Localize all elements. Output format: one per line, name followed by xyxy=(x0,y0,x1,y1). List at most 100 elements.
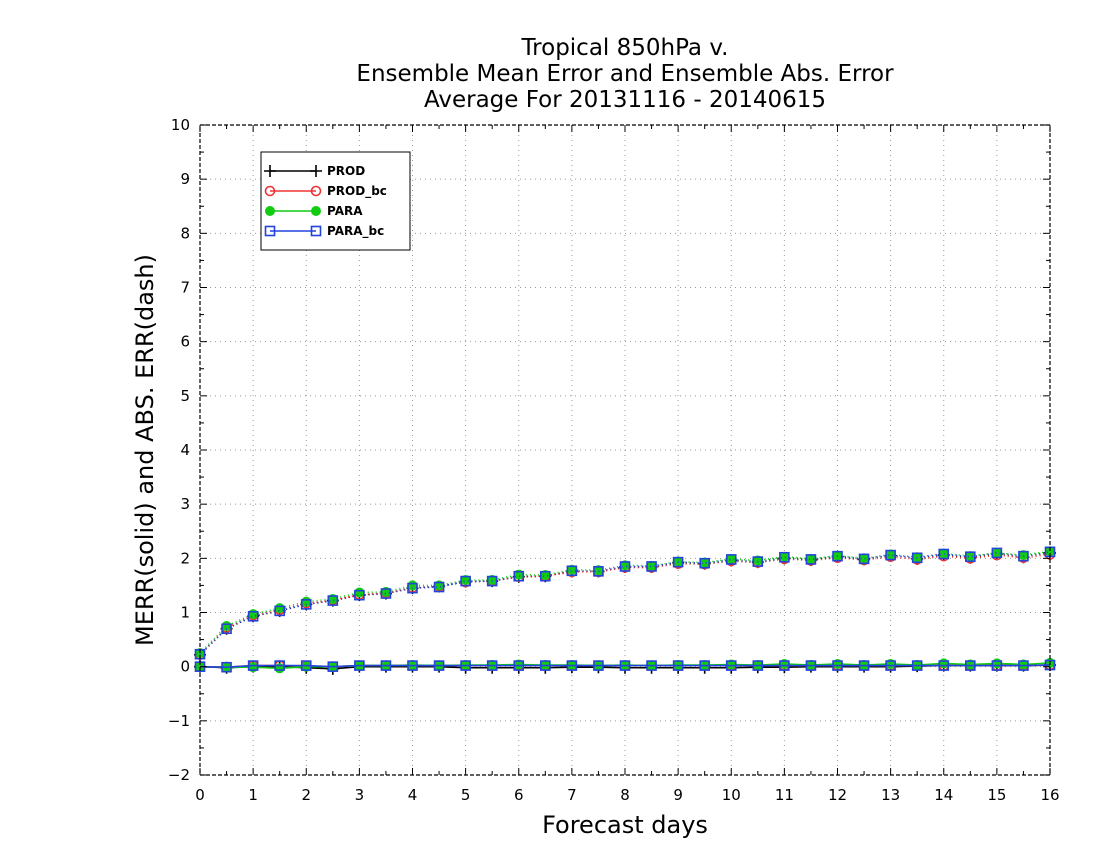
legend-swatch-marker xyxy=(311,206,321,216)
legend-label: PARA_bc xyxy=(327,224,384,239)
para-bc-abs-err-point xyxy=(832,550,843,562)
para-abs-err-point xyxy=(965,551,976,562)
para-abs-err-point xyxy=(248,609,259,620)
chart-title-line-2: Ensemble Mean Error and Ensemble Abs. Er… xyxy=(356,61,894,87)
para-bc-merr-point xyxy=(380,660,392,671)
grid-lines xyxy=(200,125,1050,775)
y-tick-label: 8 xyxy=(180,224,190,242)
para-bc-abs-err-point xyxy=(486,575,498,587)
para-bc-merr-point xyxy=(513,660,525,671)
para-bc-abs-err-point xyxy=(805,554,817,565)
x-tick-label: 6 xyxy=(514,786,524,804)
para-bc-abs-err-line xyxy=(199,551,1051,655)
chart-title-line-3: Average For 20131116 - 20140615 xyxy=(423,87,827,113)
para-bc-abs-err-point xyxy=(965,551,976,563)
para-bc-merr-point xyxy=(274,660,285,671)
x-tick-label: 10 xyxy=(722,786,741,804)
para-bc-abs-err-point xyxy=(752,556,764,567)
x-tick-label: 9 xyxy=(673,786,683,804)
para-bc-merr-point xyxy=(752,660,764,671)
x-tick-label: 15 xyxy=(987,786,1006,804)
para-bc-abs-err-point xyxy=(725,554,737,565)
para-bc-merr-point xyxy=(991,660,1003,671)
para-bc-merr-line xyxy=(199,664,1051,669)
para-bc-merr-point xyxy=(646,660,657,671)
para-bc-abs-err-point xyxy=(433,581,445,593)
para-bc-abs-err-point xyxy=(938,548,950,560)
para-bc-merr-point xyxy=(566,660,578,671)
para-bc-abs-err-point xyxy=(991,547,1003,559)
para-abs-err-point xyxy=(779,551,790,562)
para-bc-abs-err-point xyxy=(672,556,684,568)
y-tick-label: 2 xyxy=(180,549,190,567)
para-bc-merr-point xyxy=(938,660,950,671)
chart-title: Tropical 850hPa v. Ensemble Mean Error a… xyxy=(200,35,1050,113)
x-tick-label: 11 xyxy=(775,786,794,804)
para-bc-abs-err-point xyxy=(619,561,631,572)
legend-swatch-marker xyxy=(264,185,276,197)
y-tick-label: 10 xyxy=(171,116,190,134)
para-abs-err-point xyxy=(699,557,710,568)
para-abs-err-point xyxy=(274,603,285,614)
legend-swatch-marker xyxy=(310,225,322,237)
y-tick-label: 4 xyxy=(180,441,190,459)
legend-item-prod: PROD xyxy=(264,164,365,178)
para-bc-abs-err-point xyxy=(247,610,259,622)
x-tick-label: 16 xyxy=(1040,786,1059,804)
para-bc-abs-err-point xyxy=(593,566,604,577)
legend-swatch-marker xyxy=(264,165,276,177)
para-bc-merr-point xyxy=(354,660,365,671)
para-bc-merr-point xyxy=(593,660,604,671)
para-bc-merr-point xyxy=(779,660,790,671)
para-bc-merr-point xyxy=(486,660,498,671)
para-merr-point xyxy=(938,658,949,669)
para-bc-merr-point xyxy=(885,660,896,671)
x-tick-label: 7 xyxy=(567,786,577,804)
para-bc-merr-point xyxy=(832,660,843,671)
legend-box xyxy=(260,151,411,251)
para-bc-abs-err-point xyxy=(911,552,923,564)
para-bc-merr-point xyxy=(433,660,445,671)
x-tick-label: 13 xyxy=(881,786,900,804)
para-abs-err-point xyxy=(354,587,365,598)
para-bc-merr-point xyxy=(221,661,232,673)
legend-label: PROD xyxy=(327,164,365,178)
legend: PROD PROD_bc PARA PARA_bc xyxy=(260,151,411,251)
legend-label: PROD_bc xyxy=(327,184,387,199)
para-bc-merr-point xyxy=(327,661,339,672)
y-tick-label: 0 xyxy=(180,658,190,676)
para-bc-abs-err-point xyxy=(221,623,232,635)
x-tick-label: 12 xyxy=(828,786,847,804)
para-bc-merr-point xyxy=(858,660,870,671)
para-bc-merr-point xyxy=(911,660,923,671)
series-para xyxy=(195,546,1055,674)
y-tick-label: 7 xyxy=(180,279,190,297)
para-bc-abs-err-point xyxy=(460,575,471,587)
para-bc-merr-point xyxy=(300,660,312,671)
x-tick-label: 2 xyxy=(301,786,311,804)
x-axis-label: Forecast days xyxy=(542,811,708,839)
para-bc-abs-err-point xyxy=(699,557,710,569)
para-bc-abs-err-point xyxy=(1018,550,1029,562)
legend-item-para: PARA xyxy=(265,204,363,218)
x-tick-label: 3 xyxy=(355,786,365,804)
para-merr-point xyxy=(991,658,1002,669)
para-bc-merr-point xyxy=(672,660,684,671)
para-bc-abs-err-point xyxy=(300,599,312,610)
y-tick-label: −2 xyxy=(168,766,190,784)
x-tick-label: 8 xyxy=(620,786,630,804)
x-tick-label: 14 xyxy=(934,786,953,804)
para-bc-merr-point xyxy=(460,660,471,671)
para-abs-err-point xyxy=(885,549,896,560)
para-bc-abs-err-point xyxy=(513,570,525,582)
para-bc-merr-point xyxy=(247,660,259,671)
para-bc-abs-err-point xyxy=(858,553,870,565)
para-bc-abs-err-point xyxy=(646,561,657,572)
para-bc-merr-point xyxy=(965,660,976,671)
para-bc-abs-err-point xyxy=(779,551,790,563)
para-bc-merr-point xyxy=(407,660,418,671)
x-tick-label: 1 xyxy=(248,786,258,804)
para-bc-abs-err-point xyxy=(380,588,392,599)
